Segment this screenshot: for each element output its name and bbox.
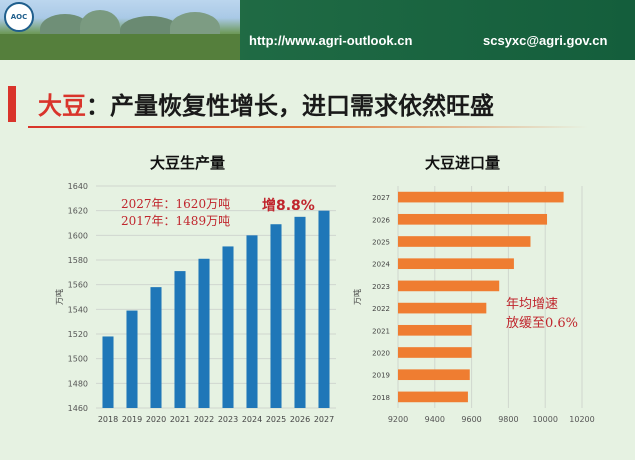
title-highlight: 大豆	[38, 92, 86, 120]
x-tick-label: 2018	[98, 415, 118, 424]
import-bar	[398, 236, 531, 247]
logo-text: AOC	[10, 13, 28, 21]
y-tick-label: 1640	[68, 182, 88, 191]
y-tick-label: 2019	[372, 372, 390, 380]
production-bar	[318, 210, 330, 408]
landscape-image	[0, 0, 240, 60]
production-bar	[294, 216, 306, 408]
x-tick-label: 2026	[290, 415, 310, 424]
production-bar	[150, 287, 162, 408]
annotation-rate-line1: 年均增速	[506, 297, 559, 312]
production-bar	[102, 336, 114, 408]
production-bar	[270, 224, 282, 408]
y-tick-label: 1580	[68, 256, 88, 265]
header-email: scsyxc@agri.gov.cn	[483, 33, 608, 48]
x-tick-label: 10000	[532, 415, 557, 424]
y-tick-label: 2025	[372, 239, 390, 247]
title-underline	[28, 126, 588, 128]
x-tick-label: 2021	[170, 415, 190, 424]
y-tick-label: 1600	[68, 231, 88, 240]
x-tick-label: 2024	[242, 415, 262, 424]
annotation-2027: 2027年：1620万吨	[121, 197, 231, 211]
logo: AOC	[4, 2, 34, 32]
header-banner: AOC http://www.agri-outlook.cn scsyxc@ag…	[0, 0, 635, 60]
production-bar	[222, 246, 234, 408]
y-tick-label: 1540	[68, 305, 88, 314]
import-bar	[398, 391, 468, 403]
y-axis-label: 万吨	[352, 289, 362, 305]
y-tick-label: 2024	[372, 261, 390, 269]
import-bar	[398, 280, 500, 292]
y-tick-label: 2022	[372, 305, 390, 313]
production-chart-title: 大豆生产量	[150, 154, 226, 172]
import-chart-title: 大豆进口量	[425, 154, 501, 172]
import-bar	[398, 191, 564, 203]
y-tick-label: 2018	[372, 394, 390, 402]
y-tick-label: 1500	[68, 355, 88, 364]
x-tick-label: 2020	[146, 415, 166, 424]
x-tick-label: 2019	[122, 415, 142, 424]
y-tick-label: 2027	[372, 194, 390, 202]
field-shape	[0, 34, 240, 60]
header-url: http://www.agri-outlook.cn	[249, 33, 413, 48]
x-tick-label: 9800	[498, 415, 518, 424]
y-tick-label: 1480	[68, 379, 88, 388]
production-bar	[198, 258, 210, 408]
x-tick-label: 2022	[194, 415, 214, 424]
x-tick-label: 2027	[314, 415, 334, 424]
title-rest: ：产量恢复性增长，进口需求依然旺盛	[86, 92, 494, 120]
import-bar	[398, 347, 472, 358]
production-bar	[174, 271, 186, 408]
x-tick-label: 9400	[425, 415, 445, 424]
x-tick-label: 2023	[218, 415, 238, 424]
y-axis-label: 万吨	[54, 289, 64, 305]
title-accent-bar	[8, 86, 16, 122]
x-tick-label: 9200	[388, 415, 408, 424]
import-bar	[398, 213, 548, 225]
import-bar	[398, 369, 470, 381]
x-tick-label: 2025	[266, 415, 286, 424]
annotation-rate-line2: 放缓至0.6%	[506, 316, 579, 331]
y-tick-label: 2021	[372, 327, 390, 335]
slide-title: 大豆：产量恢复性增长，进口需求依然旺盛	[38, 86, 494, 121]
annotation-2017: 2017年：1489万吨	[121, 214, 231, 228]
y-tick-label: 1620	[68, 207, 88, 216]
production-bar	[126, 310, 138, 408]
y-tick-label: 1460	[68, 404, 88, 413]
x-tick-label: 9600	[461, 415, 481, 424]
import-bar	[398, 302, 487, 314]
y-tick-label: 2026	[372, 216, 390, 224]
y-tick-label: 1560	[68, 281, 88, 290]
annotation-growth: 增8.8%	[262, 198, 315, 214]
import-bar	[398, 258, 514, 270]
x-tick-label: 10200	[569, 415, 594, 424]
y-tick-label: 1520	[68, 330, 88, 339]
y-tick-label: 2020	[372, 350, 390, 358]
import-bar	[398, 324, 472, 336]
y-tick-label: 2023	[372, 283, 390, 291]
production-bar	[246, 235, 258, 408]
